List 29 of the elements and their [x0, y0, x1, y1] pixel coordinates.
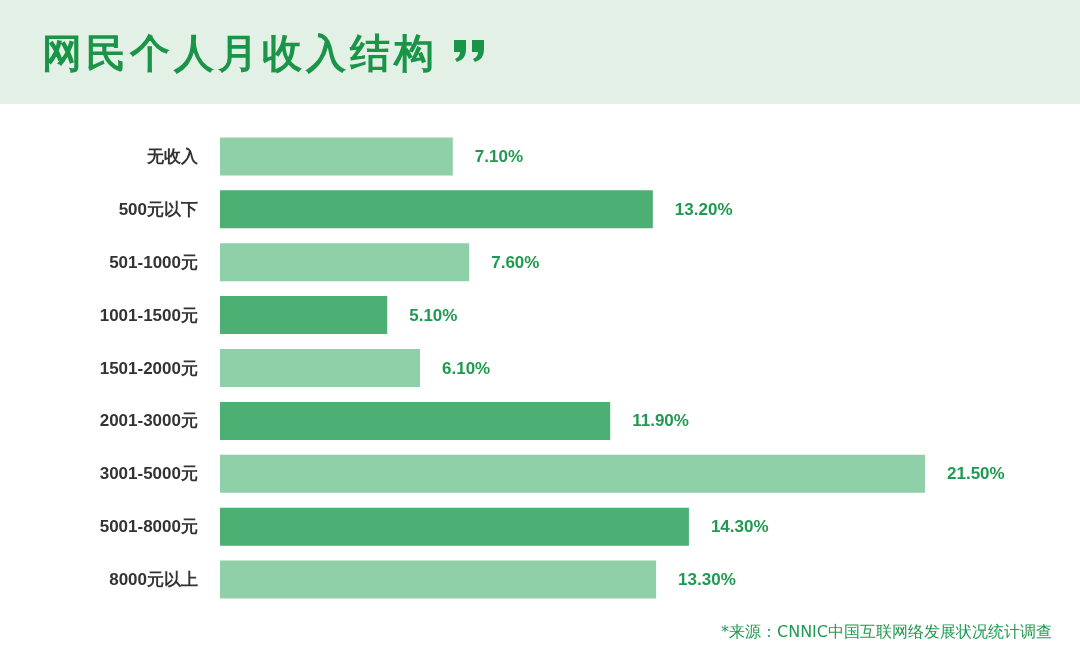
chart-title: 网民个人月收入结构: [42, 29, 438, 78]
y-tick-label: 1001-1500元: [99, 305, 198, 325]
y-tick-label: 501-1000元: [109, 252, 198, 272]
y-tick-label: 500元以下: [118, 199, 198, 219]
bar: [220, 401, 611, 440]
data-label: 11.90%: [632, 411, 689, 431]
data-label: 6.10%: [442, 358, 491, 378]
bar: [220, 349, 421, 387]
data-label: 13.20%: [674, 199, 733, 219]
bar: [220, 454, 925, 493]
text: *来源：CNNIC中国互联网络发展状况统计调查: [721, 622, 1052, 643]
bar: [220, 296, 388, 335]
data-label: 13.30%: [678, 570, 736, 590]
bar: [220, 560, 657, 599]
bar: [220, 507, 689, 546]
y-tick-label: 2001-3000元: [99, 411, 198, 431]
data-label: 5.10%: [409, 305, 458, 325]
bar: [220, 137, 453, 176]
bar: [220, 190, 653, 229]
y-tick-label: 8000元以上: [109, 570, 198, 590]
y-tick-label: 3001-5000元: [99, 464, 198, 484]
data-label: 7.60%: [491, 252, 540, 272]
data-label: 14.30%: [710, 517, 769, 537]
bar: [220, 243, 470, 282]
y-tick-label: 1501-2000元: [99, 358, 198, 378]
y-tick-label: 5001-8000元: [99, 517, 198, 537]
y-tick-label: 无收入: [146, 146, 199, 166]
data-label: 7.10%: [474, 146, 524, 166]
data-label: 21.50%: [947, 464, 1005, 484]
